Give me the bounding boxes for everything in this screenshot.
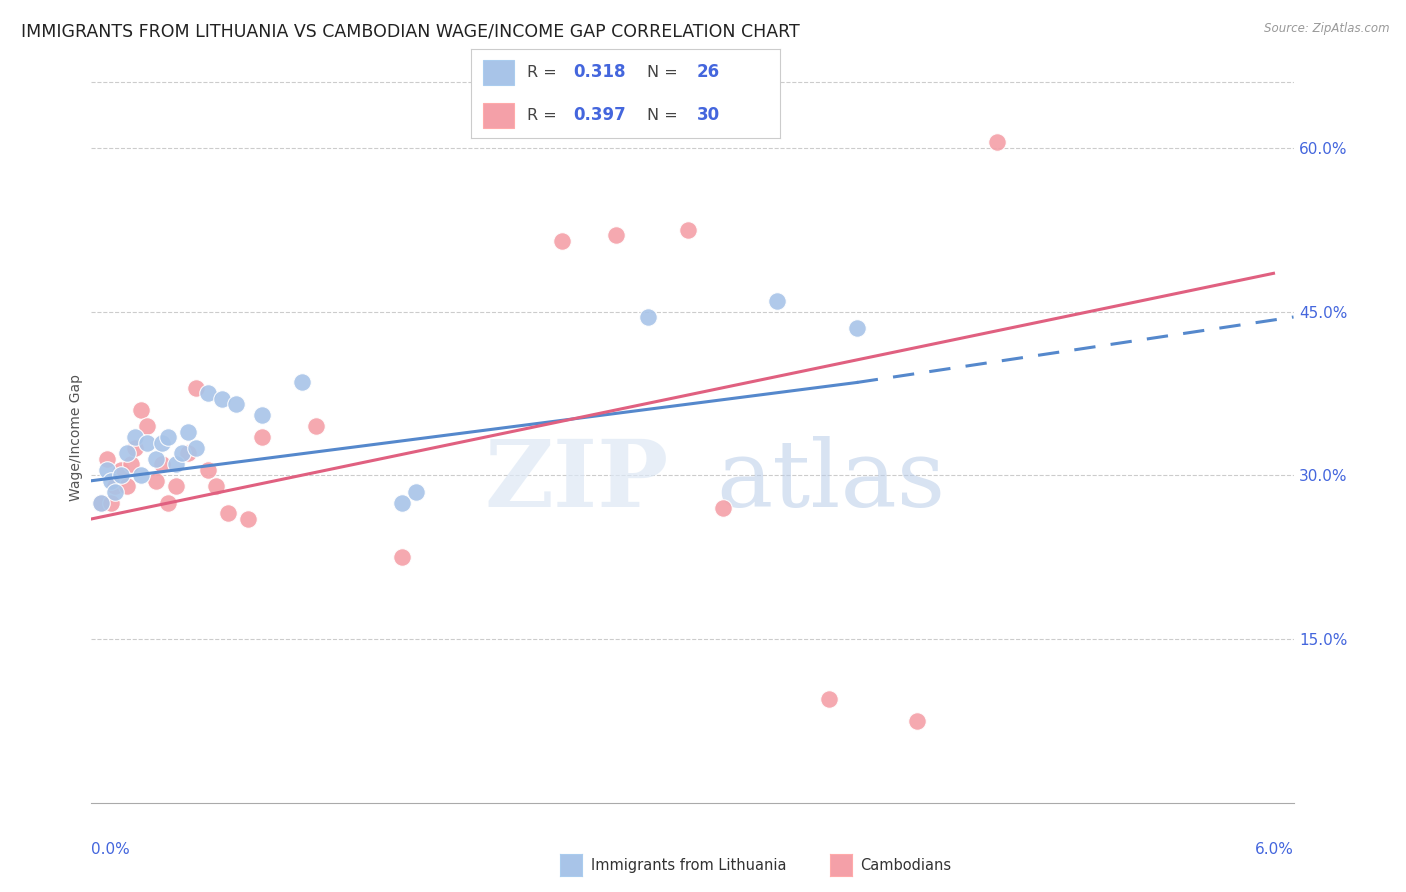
Text: 0.397: 0.397 (574, 106, 626, 124)
Text: 6.0%: 6.0% (1254, 842, 1294, 856)
Point (96, 451, 118, 466)
Bar (484, 103, 515, 128)
Text: IMMIGRANTS FROM LITHUANIA VS CAMBODIAN WAGE/INCOME GAP CORRELATION CHART: IMMIGRANTS FROM LITHUANIA VS CAMBODIAN W… (21, 22, 800, 40)
Point (986, 136, 1008, 150)
Point (176, 425, 198, 439)
Bar (484, 60, 515, 85)
Text: R =: R = (527, 108, 561, 122)
Text: 0.318: 0.318 (574, 63, 626, 81)
Point (124, 441, 146, 455)
Point (100, 495, 122, 509)
Text: 0.0%: 0.0% (91, 842, 131, 856)
Point (145, 474, 167, 488)
Point (150, 435, 173, 450)
Point (145, 451, 167, 466)
Point (184, 441, 207, 455)
Point (156, 430, 179, 444)
Point (131, 402, 153, 417)
Point (845, 321, 868, 335)
Point (236, 512, 259, 526)
Text: N =: N = (647, 108, 683, 122)
Point (117, 446, 139, 460)
Point (204, 479, 226, 493)
Text: 30: 30 (697, 106, 720, 124)
Point (165, 458, 187, 472)
Point (197, 463, 219, 477)
Text: Cambodians: Cambodians (860, 858, 952, 872)
Point (711, 501, 734, 516)
Text: atlas: atlas (717, 436, 946, 526)
Point (170, 446, 193, 460)
Point (291, 376, 314, 390)
Point (104, 479, 127, 493)
Point (250, 430, 273, 444)
Point (211, 392, 233, 406)
Point (176, 446, 198, 460)
Point (96, 463, 118, 477)
Text: 26: 26 (697, 63, 720, 81)
Text: ZIP: ZIP (484, 436, 668, 526)
Point (100, 474, 122, 488)
Point (110, 463, 132, 477)
Point (131, 468, 153, 483)
Y-axis label: Wage/Income Gap: Wage/Income Gap (69, 374, 83, 500)
Point (90, 495, 112, 509)
Point (90, 495, 112, 509)
Point (305, 419, 328, 434)
Text: Source: ZipAtlas.com: Source: ZipAtlas.com (1264, 22, 1389, 36)
Point (104, 484, 127, 499)
Point (117, 479, 139, 493)
Point (225, 397, 247, 411)
Point (391, 495, 413, 509)
Point (124, 430, 146, 444)
Point (136, 419, 159, 434)
Point (765, 293, 787, 308)
Text: N =: N = (647, 65, 683, 79)
Text: R =: R = (527, 65, 561, 79)
Point (150, 458, 173, 472)
Point (391, 550, 413, 565)
Point (184, 381, 207, 395)
Point (637, 310, 659, 324)
Point (197, 386, 219, 401)
Point (217, 507, 239, 521)
Point (605, 228, 627, 243)
Point (165, 479, 187, 493)
Point (136, 435, 159, 450)
Point (551, 234, 574, 248)
Text: Immigrants from Lithuania: Immigrants from Lithuania (591, 858, 786, 872)
Point (678, 222, 700, 236)
Point (817, 692, 839, 706)
Point (905, 714, 928, 728)
Point (250, 409, 273, 423)
Point (156, 495, 179, 509)
Point (110, 468, 132, 483)
Point (405, 484, 427, 499)
Point (121, 458, 143, 472)
